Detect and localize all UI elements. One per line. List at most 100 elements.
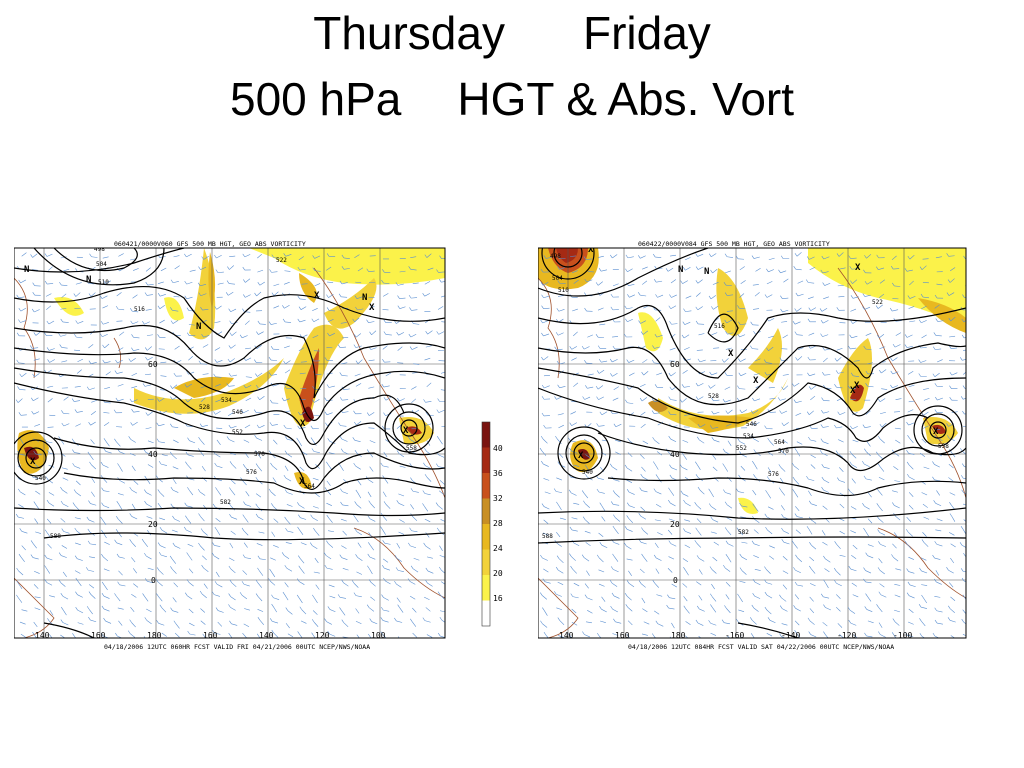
wind-barb-flag xyxy=(89,253,92,257)
wind-barb-flag xyxy=(382,269,385,273)
wind-barb xyxy=(683,454,687,460)
wind-barb xyxy=(203,567,209,572)
wind-barb xyxy=(768,386,775,389)
wind-barb xyxy=(299,298,306,300)
wind-barb xyxy=(60,256,67,259)
wind-barb xyxy=(823,411,830,414)
wind-barb-flag xyxy=(708,503,712,507)
wind-barb xyxy=(342,491,349,495)
wind-barb xyxy=(852,544,858,550)
wind-barb xyxy=(906,517,911,522)
wind-barb xyxy=(544,385,550,389)
wind-barb xyxy=(410,439,416,443)
map-frame xyxy=(14,247,446,639)
wind-barb xyxy=(354,254,360,259)
wind-barb xyxy=(244,320,250,325)
wind-barb xyxy=(243,439,250,443)
wind-barb xyxy=(369,412,375,416)
wind-barb xyxy=(244,557,251,559)
wind-barb-flag xyxy=(626,488,630,493)
wind-barb xyxy=(698,569,703,575)
wind-barb xyxy=(439,555,445,558)
wind-barb-flag xyxy=(355,306,358,311)
wind-barb xyxy=(187,397,193,403)
wind-barb-flag xyxy=(299,606,303,610)
wind-barb xyxy=(357,480,362,486)
wind-barb xyxy=(187,454,194,457)
wind-barb xyxy=(284,305,290,309)
wind-barb xyxy=(936,283,943,286)
wind-barb-flag xyxy=(596,423,599,427)
wind-barb-flag xyxy=(805,279,809,283)
wind-barb xyxy=(626,479,633,483)
wind-barb-flag xyxy=(257,567,260,572)
wind-barb-flag xyxy=(239,592,243,596)
wind-barb xyxy=(934,557,941,560)
wind-barb-flag xyxy=(226,383,229,387)
wind-barb-flag xyxy=(624,593,628,597)
wind-barb xyxy=(217,621,223,627)
wind-barb-flag xyxy=(16,594,19,599)
wind-barb-flag xyxy=(807,318,811,322)
wind-barb-flag xyxy=(651,359,655,364)
wind-barb xyxy=(670,254,677,257)
wind-barb xyxy=(103,505,110,509)
wind-barb-flag xyxy=(610,293,614,298)
wind-barb-flag xyxy=(850,320,853,324)
wind-barb xyxy=(356,634,360,638)
wind-barb-flag xyxy=(425,579,428,584)
wind-barb-flag xyxy=(834,541,837,545)
wind-barb-flag xyxy=(46,499,50,504)
wind-barb xyxy=(328,543,334,548)
wind-barb-flag xyxy=(255,593,259,597)
wind-barb xyxy=(920,360,927,363)
wind-barb xyxy=(627,256,634,259)
wind-barb xyxy=(146,555,152,560)
wind-barb-flag xyxy=(410,477,413,481)
wind-barb xyxy=(216,465,223,468)
wind-barb xyxy=(34,607,41,611)
wind-barb-flag xyxy=(738,474,741,479)
wind-barb xyxy=(740,358,746,362)
wind-barb xyxy=(75,292,81,297)
wind-barb xyxy=(129,453,136,456)
wind-barb xyxy=(811,519,817,524)
wind-barb xyxy=(229,265,235,270)
wind-barb-flag xyxy=(739,502,742,507)
wind-barb xyxy=(256,437,263,441)
wind-barb-flag xyxy=(327,606,331,610)
wind-barb xyxy=(682,583,688,588)
wind-barb xyxy=(557,438,562,444)
wind-barb-flag xyxy=(779,410,782,414)
wind-barb-flag xyxy=(381,594,384,598)
wind-barb xyxy=(667,451,673,457)
wind-barb xyxy=(426,382,432,388)
wind-barb-flag xyxy=(737,305,740,309)
wind-barb xyxy=(545,634,549,638)
wind-barb xyxy=(948,477,954,482)
wind-barb-flag xyxy=(668,487,671,491)
wind-barb xyxy=(948,255,955,257)
wind-barb xyxy=(864,463,870,468)
wind-barb-flag xyxy=(339,435,343,440)
wind-barb-flag xyxy=(339,397,343,401)
wind-barb xyxy=(437,505,443,510)
wind-barb xyxy=(782,334,788,339)
wind-barb xyxy=(598,369,605,374)
wind-barb xyxy=(117,347,124,351)
wind-barb xyxy=(909,280,914,286)
wind-barb xyxy=(411,398,417,404)
wind-barb-flag xyxy=(554,591,557,595)
wind-barb xyxy=(936,581,942,585)
wind-barb xyxy=(558,569,564,574)
wind-barb-flag xyxy=(129,619,132,623)
wind-barb xyxy=(836,386,843,389)
wind-barb xyxy=(21,531,28,534)
wind-barb xyxy=(161,454,168,457)
wind-barb xyxy=(89,454,94,460)
wind-barb-flag xyxy=(683,567,686,571)
wind-barb xyxy=(727,409,733,414)
wind-barb xyxy=(907,635,914,638)
wind-barb xyxy=(74,452,81,454)
wind-barb xyxy=(342,411,349,413)
